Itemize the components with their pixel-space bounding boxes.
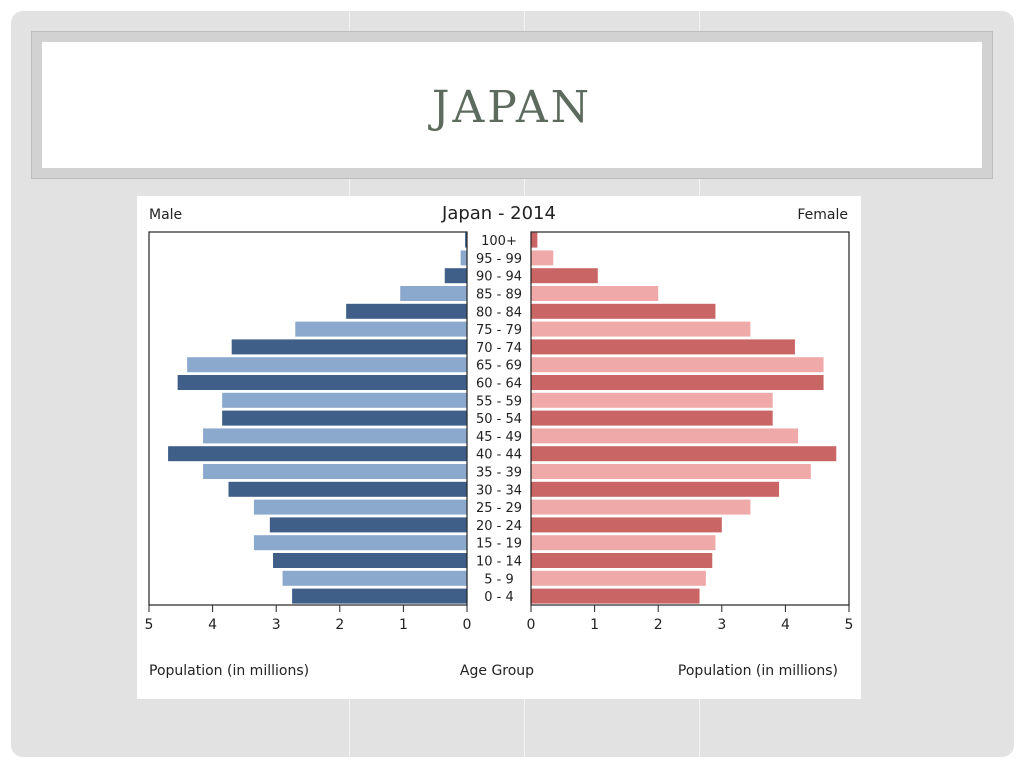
female-bar xyxy=(531,232,538,248)
male-tick-label: 2 xyxy=(335,617,344,633)
age-group-label: 25 - 29 xyxy=(476,501,522,516)
age-group-label: 80 - 84 xyxy=(476,305,522,320)
age-group-label: 55 - 59 xyxy=(476,394,522,409)
male-bar xyxy=(292,588,467,604)
male-bar xyxy=(228,481,467,497)
male-bar xyxy=(168,446,467,462)
age-group-label: 35 - 39 xyxy=(476,466,522,481)
female-bar xyxy=(531,339,795,355)
male-bar xyxy=(222,410,467,426)
male-bar xyxy=(346,303,467,319)
male-label: Male xyxy=(149,207,182,223)
female-bar xyxy=(531,517,722,533)
age-group-labels: 0 - 4 5 - 9 10 - 14 15 - 19 20 - 24 25 - 29 30… xyxy=(476,234,522,605)
male-bar xyxy=(295,321,467,337)
male-bar xyxy=(231,339,467,355)
female-tick-label: 4 xyxy=(781,617,790,633)
male-tick-label: 3 xyxy=(272,617,281,633)
age-group-label: 50 - 54 xyxy=(476,412,522,427)
age-group-label: 40 - 44 xyxy=(476,448,522,463)
female-tick-label: 0 xyxy=(527,617,536,633)
male-bar xyxy=(203,428,467,444)
female-bar xyxy=(531,410,773,426)
female-bar xyxy=(531,357,824,373)
age-group-label: 0 - 4 xyxy=(484,590,514,605)
female-label: Female xyxy=(797,207,848,223)
female-x-axis-label: Population (in millions) xyxy=(678,663,838,679)
female-bar xyxy=(531,588,700,604)
female-bar xyxy=(531,553,713,568)
male-bar xyxy=(222,392,467,408)
male-tick-label: 0 xyxy=(463,617,472,633)
female-bar xyxy=(531,499,751,515)
age-group-label: 45 - 49 xyxy=(476,430,522,445)
population-pyramid-chart: Male Japan - 2014 Female 0 - 45 - 910 - … xyxy=(145,203,854,679)
age-group-label: 10 - 14 xyxy=(476,555,522,570)
female-tick-label: 3 xyxy=(717,617,726,633)
female-bar xyxy=(531,375,824,390)
age-group-label: 60 - 64 xyxy=(476,377,522,392)
female-tick-label: 2 xyxy=(654,617,663,633)
female-bar xyxy=(531,321,751,337)
female-bar xyxy=(531,464,811,479)
female-bar xyxy=(531,392,773,408)
slide-title: JAPAN xyxy=(431,82,593,133)
age-group-axis-label: Age Group xyxy=(460,663,534,679)
title-box: JAPAN xyxy=(42,42,982,168)
male-bar xyxy=(273,553,467,568)
age-group-label: 85 - 89 xyxy=(476,288,522,303)
female-bar xyxy=(531,428,799,444)
male-bar xyxy=(444,268,467,284)
female-bar xyxy=(531,250,554,266)
age-group-label: 65 - 69 xyxy=(476,359,522,374)
age-group-label: 95 - 99 xyxy=(476,252,522,267)
male-bar xyxy=(282,570,467,586)
title-frame: JAPAN xyxy=(31,31,993,179)
male-bar xyxy=(269,517,467,533)
female-bar xyxy=(531,481,780,497)
axis-ticks: 5 4 3 2 1 0 0 1 2 3 4 5 xyxy=(145,605,854,633)
age-group-label: 70 - 74 xyxy=(476,341,522,356)
male-bar xyxy=(253,499,467,515)
age-group-label: 90 - 94 xyxy=(476,270,522,285)
female-plot-frame xyxy=(530,231,850,606)
female-bar xyxy=(531,446,837,462)
age-group-label: 100+ xyxy=(481,234,517,249)
female-bar xyxy=(531,268,598,284)
male-tick-label: 4 xyxy=(208,617,217,633)
age-group-label: 20 - 24 xyxy=(476,519,522,534)
male-bar xyxy=(460,250,467,266)
male-bar xyxy=(465,232,467,248)
male-bar xyxy=(253,535,467,551)
male-tick-label: 5 xyxy=(145,617,154,633)
age-group-label: 5 - 9 xyxy=(484,572,514,587)
male-bar xyxy=(400,286,467,301)
female-bar xyxy=(531,286,659,301)
age-group-label: 75 - 79 xyxy=(476,323,522,338)
female-bar xyxy=(531,535,716,551)
male-plot-frame xyxy=(148,231,468,606)
male-bar xyxy=(203,464,467,479)
male-bar xyxy=(187,357,467,373)
male-bar xyxy=(177,375,467,390)
chart-marks xyxy=(168,232,837,604)
age-group-label: 15 - 19 xyxy=(476,537,522,552)
female-tick-label: 1 xyxy=(590,617,599,633)
male-tick-label: 1 xyxy=(399,617,408,633)
age-group-label: 30 - 34 xyxy=(476,483,522,498)
female-bar xyxy=(531,570,706,586)
female-tick-label: 5 xyxy=(845,617,854,633)
female-bar xyxy=(531,303,716,319)
chart-title: Japan - 2014 xyxy=(441,203,556,224)
male-x-axis-label: Population (in millions) xyxy=(149,663,309,679)
